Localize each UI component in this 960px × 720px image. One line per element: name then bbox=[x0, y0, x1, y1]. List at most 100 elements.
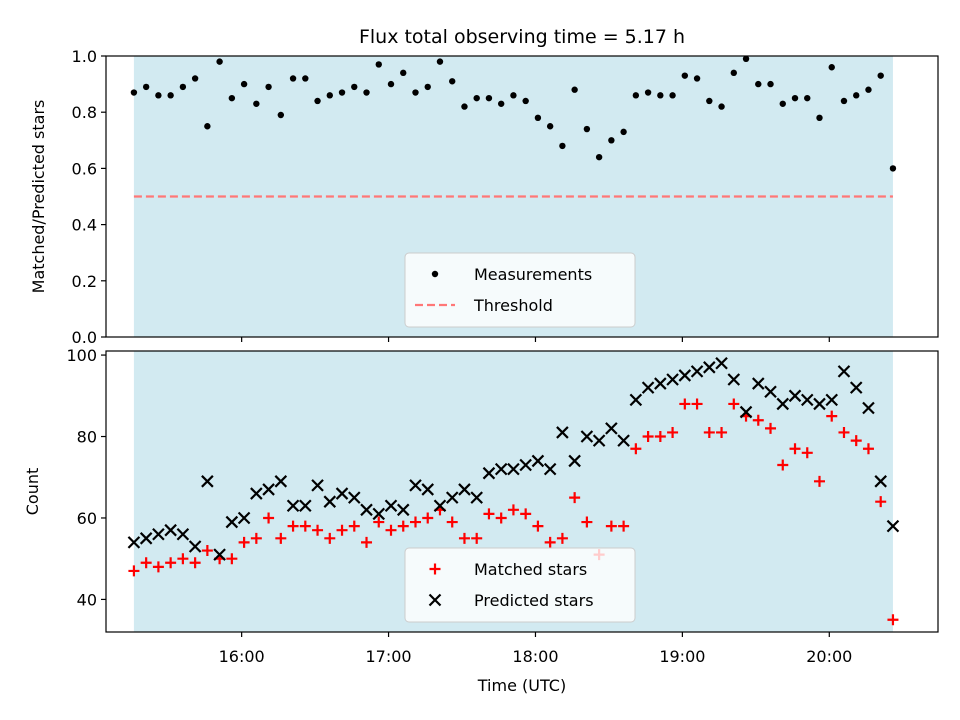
data-point bbox=[458, 483, 471, 496]
data-point bbox=[201, 545, 213, 557]
data-point bbox=[225, 515, 239, 529]
series-predicted-stars bbox=[127, 356, 900, 561]
data-point bbox=[569, 492, 581, 504]
data-point bbox=[485, 94, 493, 102]
x-tick-label: 19:00 bbox=[659, 647, 705, 666]
data-point bbox=[497, 100, 505, 107]
data-point bbox=[764, 385, 777, 399]
data-point bbox=[875, 496, 887, 508]
data-point bbox=[363, 89, 370, 96]
data-point bbox=[433, 499, 447, 513]
data-point bbox=[471, 532, 483, 544]
data-point bbox=[629, 393, 643, 407]
data-point bbox=[470, 491, 483, 504]
data-point bbox=[886, 519, 900, 533]
data-point bbox=[531, 454, 545, 468]
data-point bbox=[887, 614, 899, 626]
y-tick-label: 0.0 bbox=[72, 328, 97, 347]
data-point bbox=[189, 557, 201, 569]
data-point bbox=[666, 373, 679, 386]
data-point bbox=[693, 75, 701, 82]
data-point bbox=[483, 508, 495, 520]
data-point bbox=[238, 536, 250, 548]
data-point bbox=[874, 475, 887, 488]
data-point bbox=[678, 369, 692, 382]
data-point bbox=[620, 128, 627, 136]
data-point bbox=[706, 97, 713, 105]
data-point bbox=[595, 153, 603, 161]
data-point bbox=[127, 536, 141, 549]
data-point bbox=[776, 397, 790, 411]
data-point bbox=[263, 512, 275, 524]
data-point bbox=[742, 55, 750, 63]
data-point bbox=[654, 431, 666, 443]
data-point bbox=[522, 97, 529, 105]
data-point bbox=[618, 520, 630, 532]
data-point bbox=[421, 483, 435, 496]
data-point bbox=[739, 405, 753, 419]
data-point bbox=[265, 83, 272, 91]
data-point bbox=[274, 475, 288, 488]
legend-label: Predicted stars bbox=[474, 591, 594, 610]
chart-panel-2: 40 60 80 100 16:00 17:00 18:00 19:00 20:00 Count T… bbox=[23, 346, 939, 695]
data-point bbox=[289, 75, 297, 82]
data-point bbox=[412, 89, 419, 96]
data-point bbox=[494, 462, 508, 476]
y-tick-label: 40 bbox=[77, 590, 97, 609]
data-point bbox=[581, 516, 593, 528]
data-point bbox=[690, 365, 704, 378]
data-point bbox=[642, 431, 654, 443]
data-point bbox=[617, 434, 630, 447]
x-tick-label: 18:00 bbox=[512, 647, 558, 666]
data-point bbox=[559, 142, 566, 150]
data-point bbox=[641, 381, 655, 394]
legend-box bbox=[404, 547, 636, 623]
data-point bbox=[727, 373, 741, 386]
data-point bbox=[361, 536, 373, 548]
y-tick-label: 0.8 bbox=[72, 103, 97, 122]
data-point bbox=[853, 92, 860, 99]
data-point bbox=[396, 503, 410, 517]
legend-swatch bbox=[429, 563, 441, 575]
data-point bbox=[800, 393, 814, 407]
data-point bbox=[779, 100, 786, 107]
plot-frame bbox=[105, 350, 939, 633]
data-point bbox=[409, 516, 421, 528]
data-point bbox=[838, 426, 850, 438]
data-point bbox=[142, 83, 150, 91]
x-tick-label: 17:00 bbox=[366, 647, 412, 666]
data-point bbox=[424, 83, 431, 91]
data-point bbox=[449, 78, 456, 85]
x-tick-label: 20:00 bbox=[806, 647, 852, 666]
data-point bbox=[840, 97, 848, 105]
data-point bbox=[302, 75, 309, 82]
y-tick-label: 60 bbox=[77, 509, 97, 528]
data-point bbox=[632, 92, 640, 99]
data-point bbox=[164, 523, 177, 537]
data-point bbox=[240, 80, 248, 88]
data-point bbox=[777, 459, 789, 471]
data-point bbox=[384, 499, 398, 513]
data-point bbox=[716, 426, 728, 438]
data-point bbox=[544, 536, 556, 548]
y-axis-label: Count bbox=[23, 468, 42, 516]
data-point bbox=[534, 114, 542, 122]
data-point bbox=[813, 475, 825, 487]
data-point bbox=[644, 89, 652, 96]
data-point bbox=[237, 511, 251, 525]
data-point bbox=[507, 462, 520, 476]
data-point bbox=[571, 86, 578, 93]
legend: Measurements Threshold bbox=[404, 252, 636, 328]
data-point bbox=[311, 479, 324, 492]
data-point bbox=[657, 92, 664, 99]
data-point bbox=[461, 103, 468, 110]
data-point bbox=[495, 512, 507, 524]
data-point bbox=[755, 80, 762, 88]
y-tick-label: 0.4 bbox=[72, 216, 97, 235]
y-tick-label: 0.6 bbox=[72, 159, 97, 178]
data-point bbox=[850, 435, 862, 447]
data-point bbox=[179, 83, 187, 91]
data-point bbox=[568, 454, 581, 468]
legend-swatch bbox=[428, 593, 442, 607]
